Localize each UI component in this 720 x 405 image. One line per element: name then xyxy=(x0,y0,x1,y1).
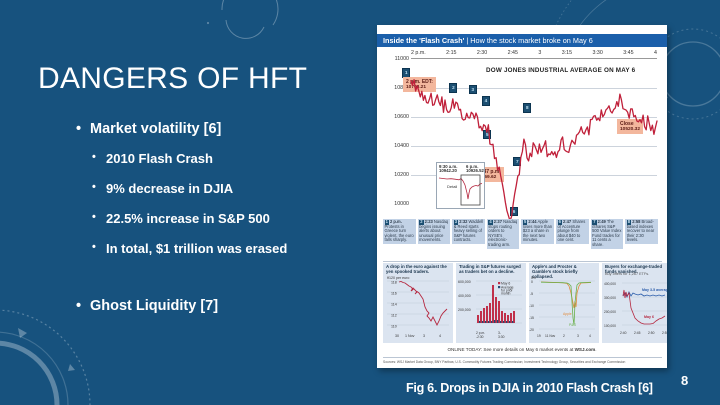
svg-text:-5: -5 xyxy=(530,292,533,296)
svg-text:100,000: 100,000 xyxy=(604,324,616,328)
svg-text:May 3-5 average: May 3-5 average xyxy=(642,288,667,292)
svg-text:0: 0 xyxy=(531,280,533,284)
svg-text:110: 110 xyxy=(391,325,397,329)
svg-text:3: 3 xyxy=(423,334,425,338)
svg-text:300,000: 300,000 xyxy=(604,296,616,300)
svg-text:2:50: 2:50 xyxy=(648,331,655,335)
svg-text:4: 4 xyxy=(439,334,441,338)
svg-text:200,000: 200,000 xyxy=(458,308,471,312)
svg-text:116: 116 xyxy=(391,292,397,296)
svg-text:May 6: May 6 xyxy=(644,315,654,319)
svg-text:400,000: 400,000 xyxy=(458,294,471,298)
svg-text:112: 112 xyxy=(391,314,397,318)
svg-text:400,000: 400,000 xyxy=(604,282,616,286)
svg-text:11 Nov: 11 Nov xyxy=(545,334,556,338)
svg-text:4: 4 xyxy=(589,334,591,338)
svg-text:2:40: 2:40 xyxy=(620,331,627,335)
svg-text:30: 30 xyxy=(395,334,399,338)
svg-text:¥120 per euro: ¥120 per euro xyxy=(387,276,409,280)
svg-text:200,000: 200,000 xyxy=(604,310,616,314)
svg-text:2: 2 xyxy=(563,334,565,338)
svg-text:-15: -15 xyxy=(529,316,534,320)
svg-text:-2:30: -2:30 xyxy=(476,335,484,339)
svg-text:118: 118 xyxy=(391,281,397,285)
svg-text:114: 114 xyxy=(391,303,397,307)
svg-text:P&G: P&G xyxy=(569,323,577,327)
svg-text:600,000: 600,000 xyxy=(458,280,471,284)
svg-text:Apple: Apple xyxy=(563,312,572,316)
svg-text:3: 3 xyxy=(577,334,579,338)
svg-text:1 Nov: 1 Nov xyxy=(405,334,415,338)
svg-text:-10: -10 xyxy=(529,304,534,308)
svg-text:2:45: 2:45 xyxy=(634,331,641,335)
svg-text:month: month xyxy=(501,291,511,295)
svg-text:2:55: 2:55 xyxy=(662,331,667,335)
svg-text:3:30: 3:30 xyxy=(498,335,505,339)
svg-text:19: 19 xyxy=(537,334,541,338)
svg-text:-20: -20 xyxy=(529,328,534,332)
